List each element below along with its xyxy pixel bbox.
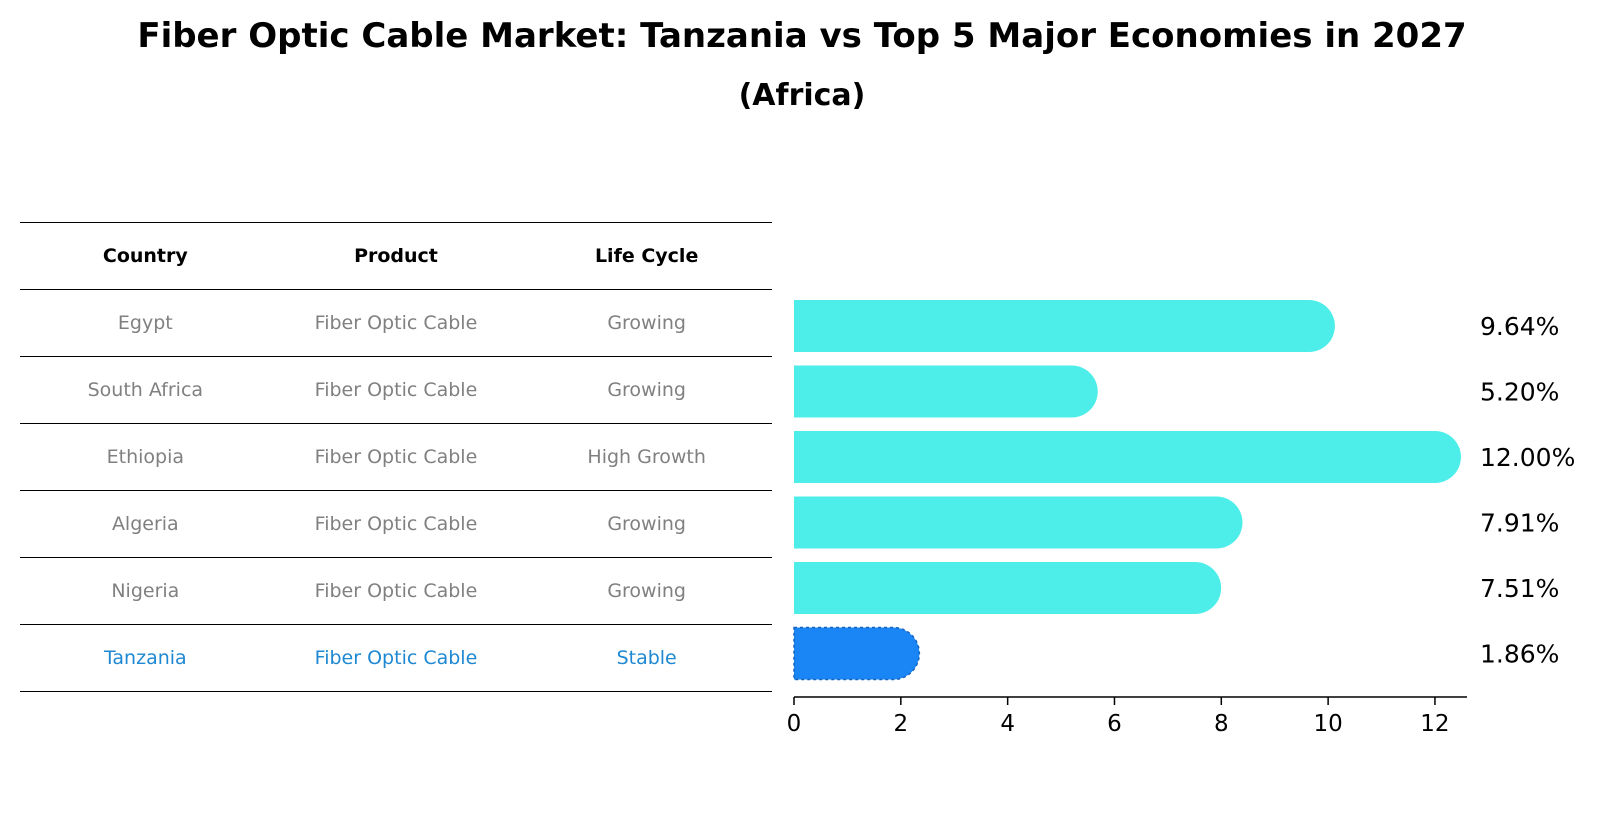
product-cell: Fiber Optic Cable bbox=[270, 423, 522, 491]
life-cycle-cell: Growing bbox=[521, 490, 772, 558]
bar-algeria bbox=[794, 496, 1243, 549]
x-tick-label: 8 bbox=[1214, 711, 1229, 737]
bar-tanzania bbox=[793, 626, 921, 681]
country-cell: Egypt bbox=[20, 289, 271, 357]
table-row-highlight: Tanzania Fiber Optic Cable Stable bbox=[20, 624, 772, 692]
life-cycle-cell: Growing bbox=[521, 289, 772, 357]
data-label: 12.00% bbox=[1480, 443, 1575, 472]
x-tick-label: 6 bbox=[1107, 711, 1122, 737]
life-cycle-cell: High Growth bbox=[521, 423, 772, 491]
data-label: 9.64% bbox=[1480, 312, 1559, 341]
header-country: Country bbox=[20, 222, 271, 290]
header-life-cycle: Life Cycle bbox=[521, 222, 772, 290]
data-label: 7.51% bbox=[1480, 574, 1559, 603]
life-cycle-cell: Growing bbox=[521, 557, 772, 625]
x-tick-label: 0 bbox=[787, 711, 802, 737]
country-cell: Nigeria bbox=[20, 557, 271, 625]
table-row: South Africa Fiber Optic Cable Growing bbox=[20, 356, 772, 424]
data-label: 5.20% bbox=[1480, 378, 1559, 407]
table-header-row: Country Product Life Cycle bbox=[20, 222, 772, 290]
x-tick-label: 4 bbox=[1000, 711, 1015, 737]
bar-ethiopia bbox=[794, 431, 1461, 483]
life-cycle-cell: Growing bbox=[521, 356, 772, 424]
chart-title: Fiber Optic Cable Market: Tanzania vs To… bbox=[137, 16, 1467, 56]
table-row: Algeria Fiber Optic Cable Growing bbox=[20, 490, 772, 558]
market-table: Country Product Life Cycle Egypt Fiber O… bbox=[20, 222, 772, 692]
data-label: 7.91% bbox=[1480, 509, 1559, 538]
table-row: Ethiopia Fiber Optic Cable High Growth bbox=[20, 423, 772, 491]
bar-egypt bbox=[794, 300, 1335, 352]
x-tick-label: 12 bbox=[1420, 711, 1449, 737]
data-label: 1.86% bbox=[1480, 640, 1559, 669]
chart-subtitle: (Africa) bbox=[738, 78, 866, 113]
product-cell: Fiber Optic Cable bbox=[270, 557, 522, 625]
life-cycle-cell: Stable bbox=[521, 624, 772, 692]
country-cell: Ethiopia bbox=[20, 423, 271, 491]
header-product: Product bbox=[270, 222, 522, 290]
country-cell: Tanzania bbox=[20, 624, 271, 692]
x-tick-label: 10 bbox=[1313, 711, 1342, 737]
country-cell: South Africa bbox=[20, 356, 271, 424]
product-cell: Fiber Optic Cable bbox=[270, 289, 522, 357]
table-row: Nigeria Fiber Optic Cable Growing bbox=[20, 557, 772, 625]
product-cell: Fiber Optic Cable bbox=[270, 356, 522, 424]
x-tick-label: 2 bbox=[894, 711, 909, 737]
bar-south-africa bbox=[794, 365, 1098, 418]
product-cell: Fiber Optic Cable bbox=[270, 624, 522, 692]
country-cell: Algeria bbox=[20, 490, 271, 558]
product-cell: Fiber Optic Cable bbox=[270, 490, 522, 558]
bar-nigeria bbox=[794, 562, 1222, 614]
table-row: Egypt Fiber Optic Cable Growing bbox=[20, 289, 772, 357]
